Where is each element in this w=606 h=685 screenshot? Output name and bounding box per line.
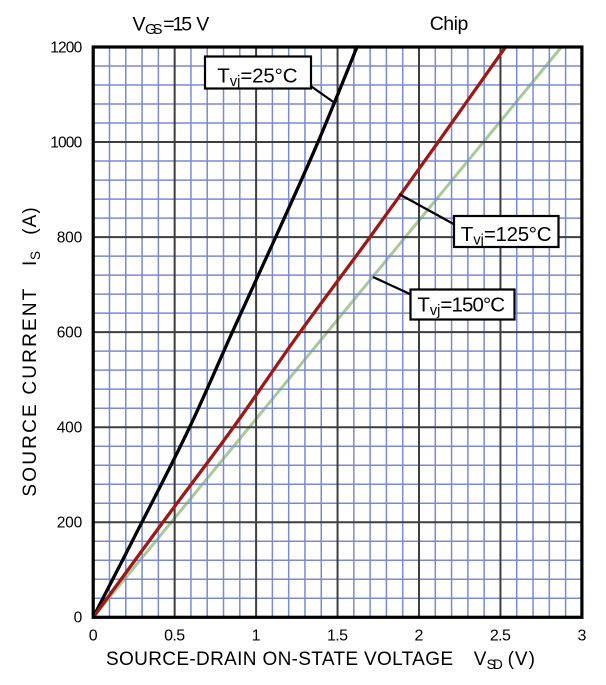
svg-text:(A): (A) (20, 207, 41, 234)
svg-text:200: 200 (57, 515, 83, 532)
svg-text:SD: SD (487, 657, 503, 672)
svg-text:(V): (V) (508, 649, 535, 670)
svg-text:0.5: 0.5 (164, 628, 185, 645)
svg-text:V: V (133, 14, 146, 36)
svg-text:Chip: Chip (430, 13, 469, 35)
svg-text:V: V (474, 649, 487, 670)
svg-text:SOURCE CURRENT: SOURCE CURRENT (20, 288, 41, 496)
svg-text:0: 0 (74, 610, 83, 627)
svg-text:=15: =15 (163, 14, 192, 36)
svg-text:0: 0 (89, 628, 98, 645)
svg-text:3: 3 (577, 628, 586, 645)
svg-text:Tvj=25°C: Tvj=25°C (217, 64, 297, 90)
svg-text:Tvj=125°C: Tvj=125°C (461, 223, 552, 249)
svg-text:SOURCE-DRAIN ON-STATE VOLTAGE: SOURCE-DRAIN ON-STATE VOLTAGE (106, 649, 453, 670)
svg-text:GS: GS (145, 21, 163, 38)
svg-text:I: I (20, 261, 41, 266)
svg-text:1: 1 (252, 628, 261, 645)
svg-text:2: 2 (415, 628, 424, 645)
svg-text:400: 400 (57, 420, 83, 437)
svg-text:V: V (196, 14, 209, 36)
svg-text:1200: 1200 (50, 39, 82, 56)
svg-text:Tvj=150°C: Tvj=150°C (417, 294, 505, 320)
svg-text:2.5: 2.5 (490, 628, 511, 645)
svg-text:800: 800 (57, 229, 83, 246)
svg-text:S: S (28, 251, 43, 260)
svg-text:1.5: 1.5 (327, 628, 348, 645)
svg-text:600: 600 (57, 324, 83, 341)
svg-text:1000: 1000 (50, 134, 82, 151)
